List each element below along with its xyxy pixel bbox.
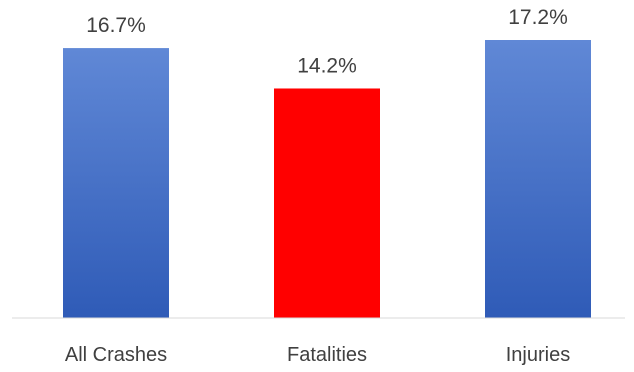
bars <box>63 40 591 319</box>
data-labels: 16.7% 14.2% 17.2% <box>86 6 568 77</box>
bar-injuries <box>485 40 591 318</box>
x-tick-label-fatalities: Fatalities <box>287 344 367 366</box>
x-axis-tick-labels: All Crashes Fatalities Injuries <box>65 344 570 366</box>
data-label-injuries: 17.2% <box>508 6 568 29</box>
x-tick-label-all-crashes: All Crashes <box>65 344 167 366</box>
data-label-fatalities: 14.2% <box>297 54 357 77</box>
data-label-all-crashes: 16.7% <box>86 14 146 37</box>
x-tick-label-injuries: Injuries <box>506 344 570 366</box>
bar-all-crashes <box>63 48 169 319</box>
bar-fatalities <box>274 88 380 318</box>
